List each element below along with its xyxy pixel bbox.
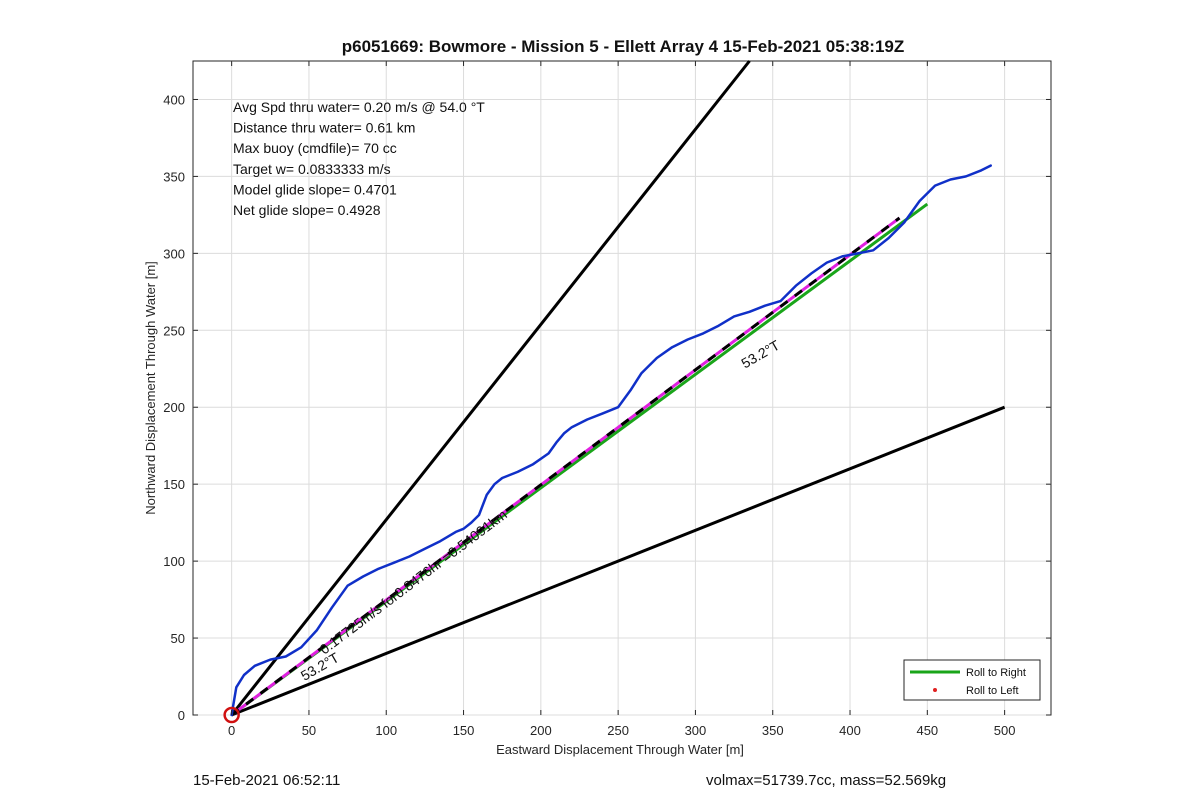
- y-tick-label: 200: [163, 400, 185, 415]
- footer-stats: volmax=51739.7cc, mass=52.569kg: [706, 772, 947, 789]
- y-tick-label: 350: [163, 169, 185, 184]
- legend-label: Roll to Right: [966, 667, 1026, 679]
- x-tick-label: 350: [762, 723, 784, 738]
- heading-bound-line: [230, 60, 751, 716]
- y-tick-label: 100: [163, 554, 185, 569]
- y-axis-label: Northward Displacement Through Water [m]: [143, 261, 158, 515]
- info-line: Max buoy (cmdfile)= 70 cc: [233, 140, 397, 156]
- x-tick-label: 0: [228, 723, 235, 738]
- legend-box: [903, 659, 1041, 701]
- y-tick-label: 0: [178, 708, 185, 723]
- x-tick-label: 300: [685, 723, 707, 738]
- y-tick-label: 250: [163, 323, 185, 338]
- y-tick-label: 400: [163, 92, 185, 107]
- y-tick-label: 50: [171, 631, 185, 646]
- x-tick-label: 100: [375, 723, 397, 738]
- chart-title: p6051669: Bowmore - Mission 5 - Ellett A…: [342, 37, 905, 56]
- x-tick-label: 450: [916, 723, 938, 738]
- axes: 0 50 100 150 200 250 300 350 400 450 500 0 50 100 150 2…: [163, 61, 1051, 738]
- x-tick-label: 400: [839, 723, 861, 738]
- y-tick-label: 150: [163, 477, 185, 492]
- x-tick-label: 250: [607, 723, 629, 738]
- info-line: Distance thru water= 0.61 km: [233, 120, 415, 136]
- x-tick-label: 200: [530, 723, 552, 738]
- legend-swatch-dot: [933, 688, 937, 692]
- mean-track-line-dash: [230, 216, 901, 717]
- plot-area: [192, 60, 1052, 716]
- info-line: Net glide slope= 0.4928: [233, 202, 381, 218]
- info-line: Avg Spd thru water= 0.20 m/s @ 54.0 °T: [233, 99, 485, 115]
- series-layer: [223, 60, 1006, 724]
- info-text-block: Avg Spd thru water= 0.20 m/s @ 54.0 °T Di…: [233, 99, 485, 218]
- info-line: Model glide slope= 0.4701: [233, 181, 397, 197]
- legend-label: Roll to Left: [966, 685, 1019, 697]
- info-line: Target w= 0.0833333 m/s: [233, 161, 391, 177]
- x-tick-label: 150: [453, 723, 475, 738]
- x-axis-label: Eastward Displacement Through Water [m]: [496, 742, 744, 757]
- glider-track-path: [230, 164, 992, 717]
- footer-timestamp: 15-Feb-2021 06:52:11: [193, 772, 341, 789]
- origin-marker: [223, 706, 240, 724]
- x-tick-label: 50: [302, 723, 316, 738]
- x-tick-label: 500: [994, 723, 1016, 738]
- y-tick-label: 300: [163, 246, 185, 261]
- heading-bound-line: [231, 405, 1006, 717]
- legend: Roll to Right Roll to Left: [903, 659, 1041, 701]
